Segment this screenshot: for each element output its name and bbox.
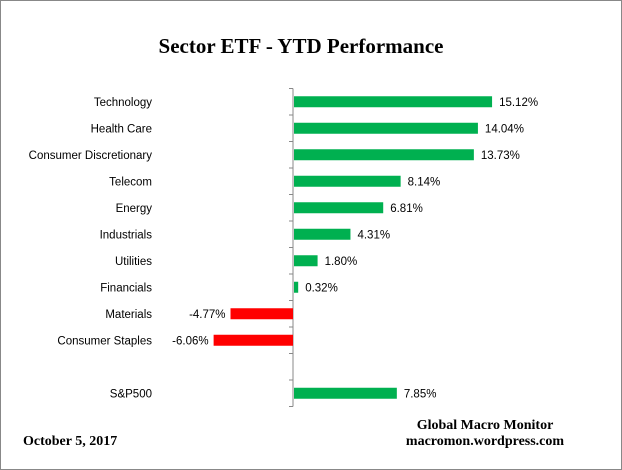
- category-label: Financials: [100, 282, 152, 294]
- bar: [294, 175, 401, 187]
- data-label: 4.31%: [357, 229, 390, 241]
- bar: [294, 228, 351, 240]
- data-label: 15.12%: [499, 97, 538, 109]
- category-label: Telecom: [109, 176, 152, 188]
- category-label: Health Care: [91, 123, 152, 135]
- data-label: 13.73%: [481, 150, 520, 162]
- bar: [294, 255, 318, 267]
- data-label: 6.81%: [390, 203, 423, 215]
- data-label: 14.04%: [485, 123, 524, 135]
- bar: [294, 281, 299, 293]
- chart-title: Sector ETF - YTD Performance: [159, 34, 444, 58]
- data-label: 0.32%: [305, 282, 338, 294]
- bar: [294, 96, 493, 108]
- category-label: S&P500: [110, 388, 152, 400]
- bar: [230, 308, 293, 320]
- category-label: Utilities: [115, 256, 152, 268]
- date-label: October 5, 2017: [23, 434, 117, 449]
- source-name: Global Macro Monitor: [417, 418, 554, 433]
- data-label: -6.06%: [172, 335, 208, 347]
- category-label: Technology: [94, 97, 152, 109]
- data-label: -4.77%: [189, 309, 225, 321]
- category-label: Materials: [105, 309, 152, 321]
- bar: [294, 149, 474, 161]
- source-url: macromon.wordpress.com: [406, 434, 564, 449]
- category-label: Consumer Staples: [57, 335, 152, 347]
- data-label: 1.80%: [325, 256, 358, 268]
- bar: [294, 387, 397, 399]
- data-label: 8.14%: [408, 176, 441, 188]
- data-label: 7.85%: [404, 388, 437, 400]
- category-label: Consumer Discretionary: [29, 150, 153, 162]
- category-label: Industrials: [100, 229, 153, 241]
- bar: [294, 202, 384, 214]
- category-label: Energy: [116, 203, 153, 215]
- bar: [294, 122, 478, 134]
- bar: [213, 334, 293, 346]
